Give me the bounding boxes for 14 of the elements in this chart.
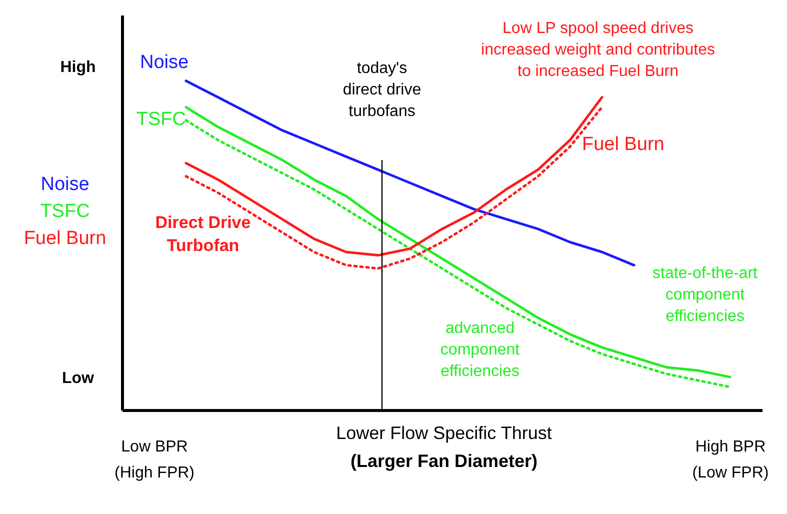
series-label: Fuel Burn: [582, 134, 664, 155]
x-axis-title: Lower Flow Specific Thrust (Larger Fan Diameter): [336, 423, 552, 471]
series-label: TSFC: [136, 109, 186, 130]
text: Low LP spool speed drives increased weight and contributes to increased Fuel Burn: [481, 20, 715, 80]
x-tick-label: High BPR (Low FPR): [692, 438, 769, 482]
annotation: state-of-the-art component efficiencies: [652, 265, 758, 326]
series-label: Noise: [140, 52, 189, 73]
x-tick-label: Low BPR (High FPR): [114, 438, 195, 482]
annotation: advanced component efficiencies: [440, 320, 520, 380]
annotation: today's direct drive turbofans: [342, 60, 422, 120]
annotation: Direct Drive Turbofan: [155, 213, 251, 255]
text: Low: [62, 370, 95, 387]
text: High: [60, 59, 96, 76]
y-axis-title: Noise TSFC Fuel Burn: [24, 174, 106, 249]
